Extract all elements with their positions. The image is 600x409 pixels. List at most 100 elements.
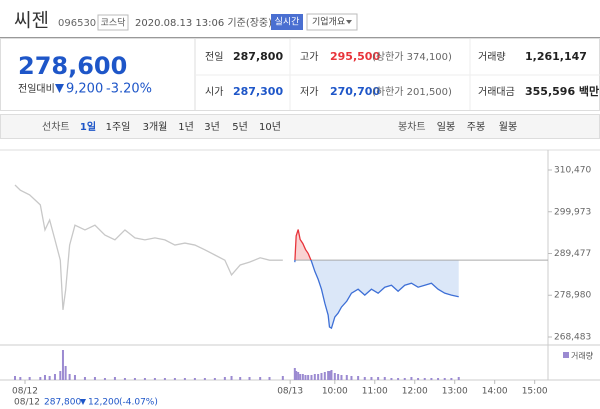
down-arrow [55, 84, 64, 93]
volume-bar [345, 375, 348, 380]
x-tick-label: 08/13 [277, 387, 303, 397]
price-line-today [294, 229, 459, 330]
quote-value: 287,300 [233, 85, 283, 98]
volume-bar [363, 377, 366, 380]
volume-bar [183, 378, 186, 380]
footer-arrow [80, 399, 86, 405]
volume-bar [301, 374, 304, 380]
price-change: 9,200 [66, 82, 103, 97]
company-button[interactable] [306, 13, 358, 31]
company-label[interactable]: 기업개요 [312, 17, 345, 28]
tab[interactable]: 주봉 [467, 121, 485, 133]
quote-value: 270,700 [330, 85, 380, 98]
volume-bar [14, 376, 16, 380]
volume-bar [123, 378, 126, 380]
tab[interactable]: 3년 [204, 121, 220, 133]
tab[interactable]: 1년 [178, 121, 194, 133]
volume-bar [213, 378, 216, 380]
volume-bar [310, 375, 313, 380]
quote-note: (하한가 201,500) [372, 85, 452, 98]
volume-bar [281, 376, 284, 380]
volume-bar [293, 368, 296, 380]
stock-code: 096530 [58, 18, 96, 29]
tab[interactable]: 5년 [232, 121, 248, 133]
volume-bar [73, 375, 76, 380]
volume-bar [333, 373, 336, 380]
volume-bar [423, 378, 426, 380]
volume-bar [39, 377, 42, 380]
volume-legend-swatch [563, 352, 569, 358]
volume-bar [203, 378, 206, 380]
quote-label: 시가 [205, 86, 223, 98]
y-tick-label: 268,483 [554, 333, 591, 343]
volume-bar [430, 378, 433, 380]
market-badge [97, 14, 129, 31]
volume-bar [173, 378, 176, 380]
tab[interactable]: 3개월 [143, 121, 168, 133]
volume-bar [327, 371, 330, 380]
tab[interactable]: 1주일 [106, 121, 131, 133]
volume-bar [295, 371, 298, 380]
x-tick-label: 14:00 [482, 387, 508, 397]
x-tick-label: 08/12 [12, 387, 38, 397]
x-tick-label: 11:00 [362, 387, 388, 397]
tabs: 선차트 1일 1주일 3개월 1년 3년 5년 10년 봉차트 일봉 주봉 월봉 [42, 120, 517, 133]
chart: 268,483 278,980 289,477 299,973 310,470 08/12… [12, 166, 594, 408]
volume-bar [350, 376, 353, 380]
volume-bar [93, 377, 96, 380]
volume-bar [457, 377, 460, 380]
quote-value: 355,596 백만 [525, 84, 599, 98]
volume-bar [443, 378, 446, 380]
volume-bar [437, 378, 440, 380]
volume-bar [328, 371, 331, 380]
footer-change: 12,200 [88, 398, 120, 408]
volume-bar [68, 374, 71, 380]
volume-bar [340, 375, 343, 380]
volume-bar [193, 378, 196, 380]
volume-bar [163, 378, 166, 380]
volume-bar [103, 378, 106, 380]
tab[interactable]: 월봉 [499, 121, 517, 133]
footer-date: 08/12 [14, 398, 40, 408]
volume-bar [297, 372, 300, 380]
change-rate: -3.20% [106, 82, 152, 97]
volume-bar [64, 366, 67, 380]
volume-bar [370, 377, 373, 380]
tab[interactable]: 10년 [259, 121, 281, 133]
tab[interactable]: 1일 [80, 120, 96, 133]
realtime-button[interactable] [271, 14, 303, 30]
tab[interactable]: 일봉 [437, 121, 455, 133]
stock-name: 씨젠 [14, 10, 49, 32]
y-tick-label: 310,470 [554, 166, 591, 176]
volume-bar [230, 376, 233, 380]
volume-bar [259, 377, 262, 380]
y-tick-label: 289,477 [554, 249, 591, 259]
quote-label: 거래대금 [478, 86, 515, 98]
footer-close: 287,800 [44, 398, 81, 408]
change-label: 전일대비 [18, 83, 55, 95]
volume-bar [223, 377, 226, 380]
volume-bar [317, 374, 320, 380]
volume-bar [307, 375, 310, 380]
market: 코스닥 [101, 18, 126, 29]
quote-note: (상한가 374,100) [372, 51, 452, 63]
loss-area [294, 260, 459, 329]
quote-time: 2020.08.13 13:06 기준(장중) [135, 17, 272, 29]
volume-bar [133, 378, 136, 380]
quote-value: 1,261,147 [525, 50, 587, 63]
tab-group-label: 봉차트 [398, 121, 426, 133]
x-tick-label: 15:00 [522, 387, 548, 397]
volume-bar [403, 378, 406, 380]
quote-label: 고가 [300, 51, 318, 63]
volume-bar [313, 374, 316, 380]
volume-bar [61, 350, 64, 380]
volume-bar [337, 374, 340, 380]
volume-legend: 거래량 [571, 351, 594, 361]
price-line-previous [14, 184, 283, 310]
quote-table: 전일 287,800 고가 295,500(상한가 374,100) 거래량 1,261,… [195, 39, 600, 110]
quote-value: 295,500 [330, 50, 380, 63]
volume-bar [113, 377, 116, 380]
realtime-label[interactable]: 실시간 [275, 17, 300, 28]
volume-bar [450, 378, 453, 380]
